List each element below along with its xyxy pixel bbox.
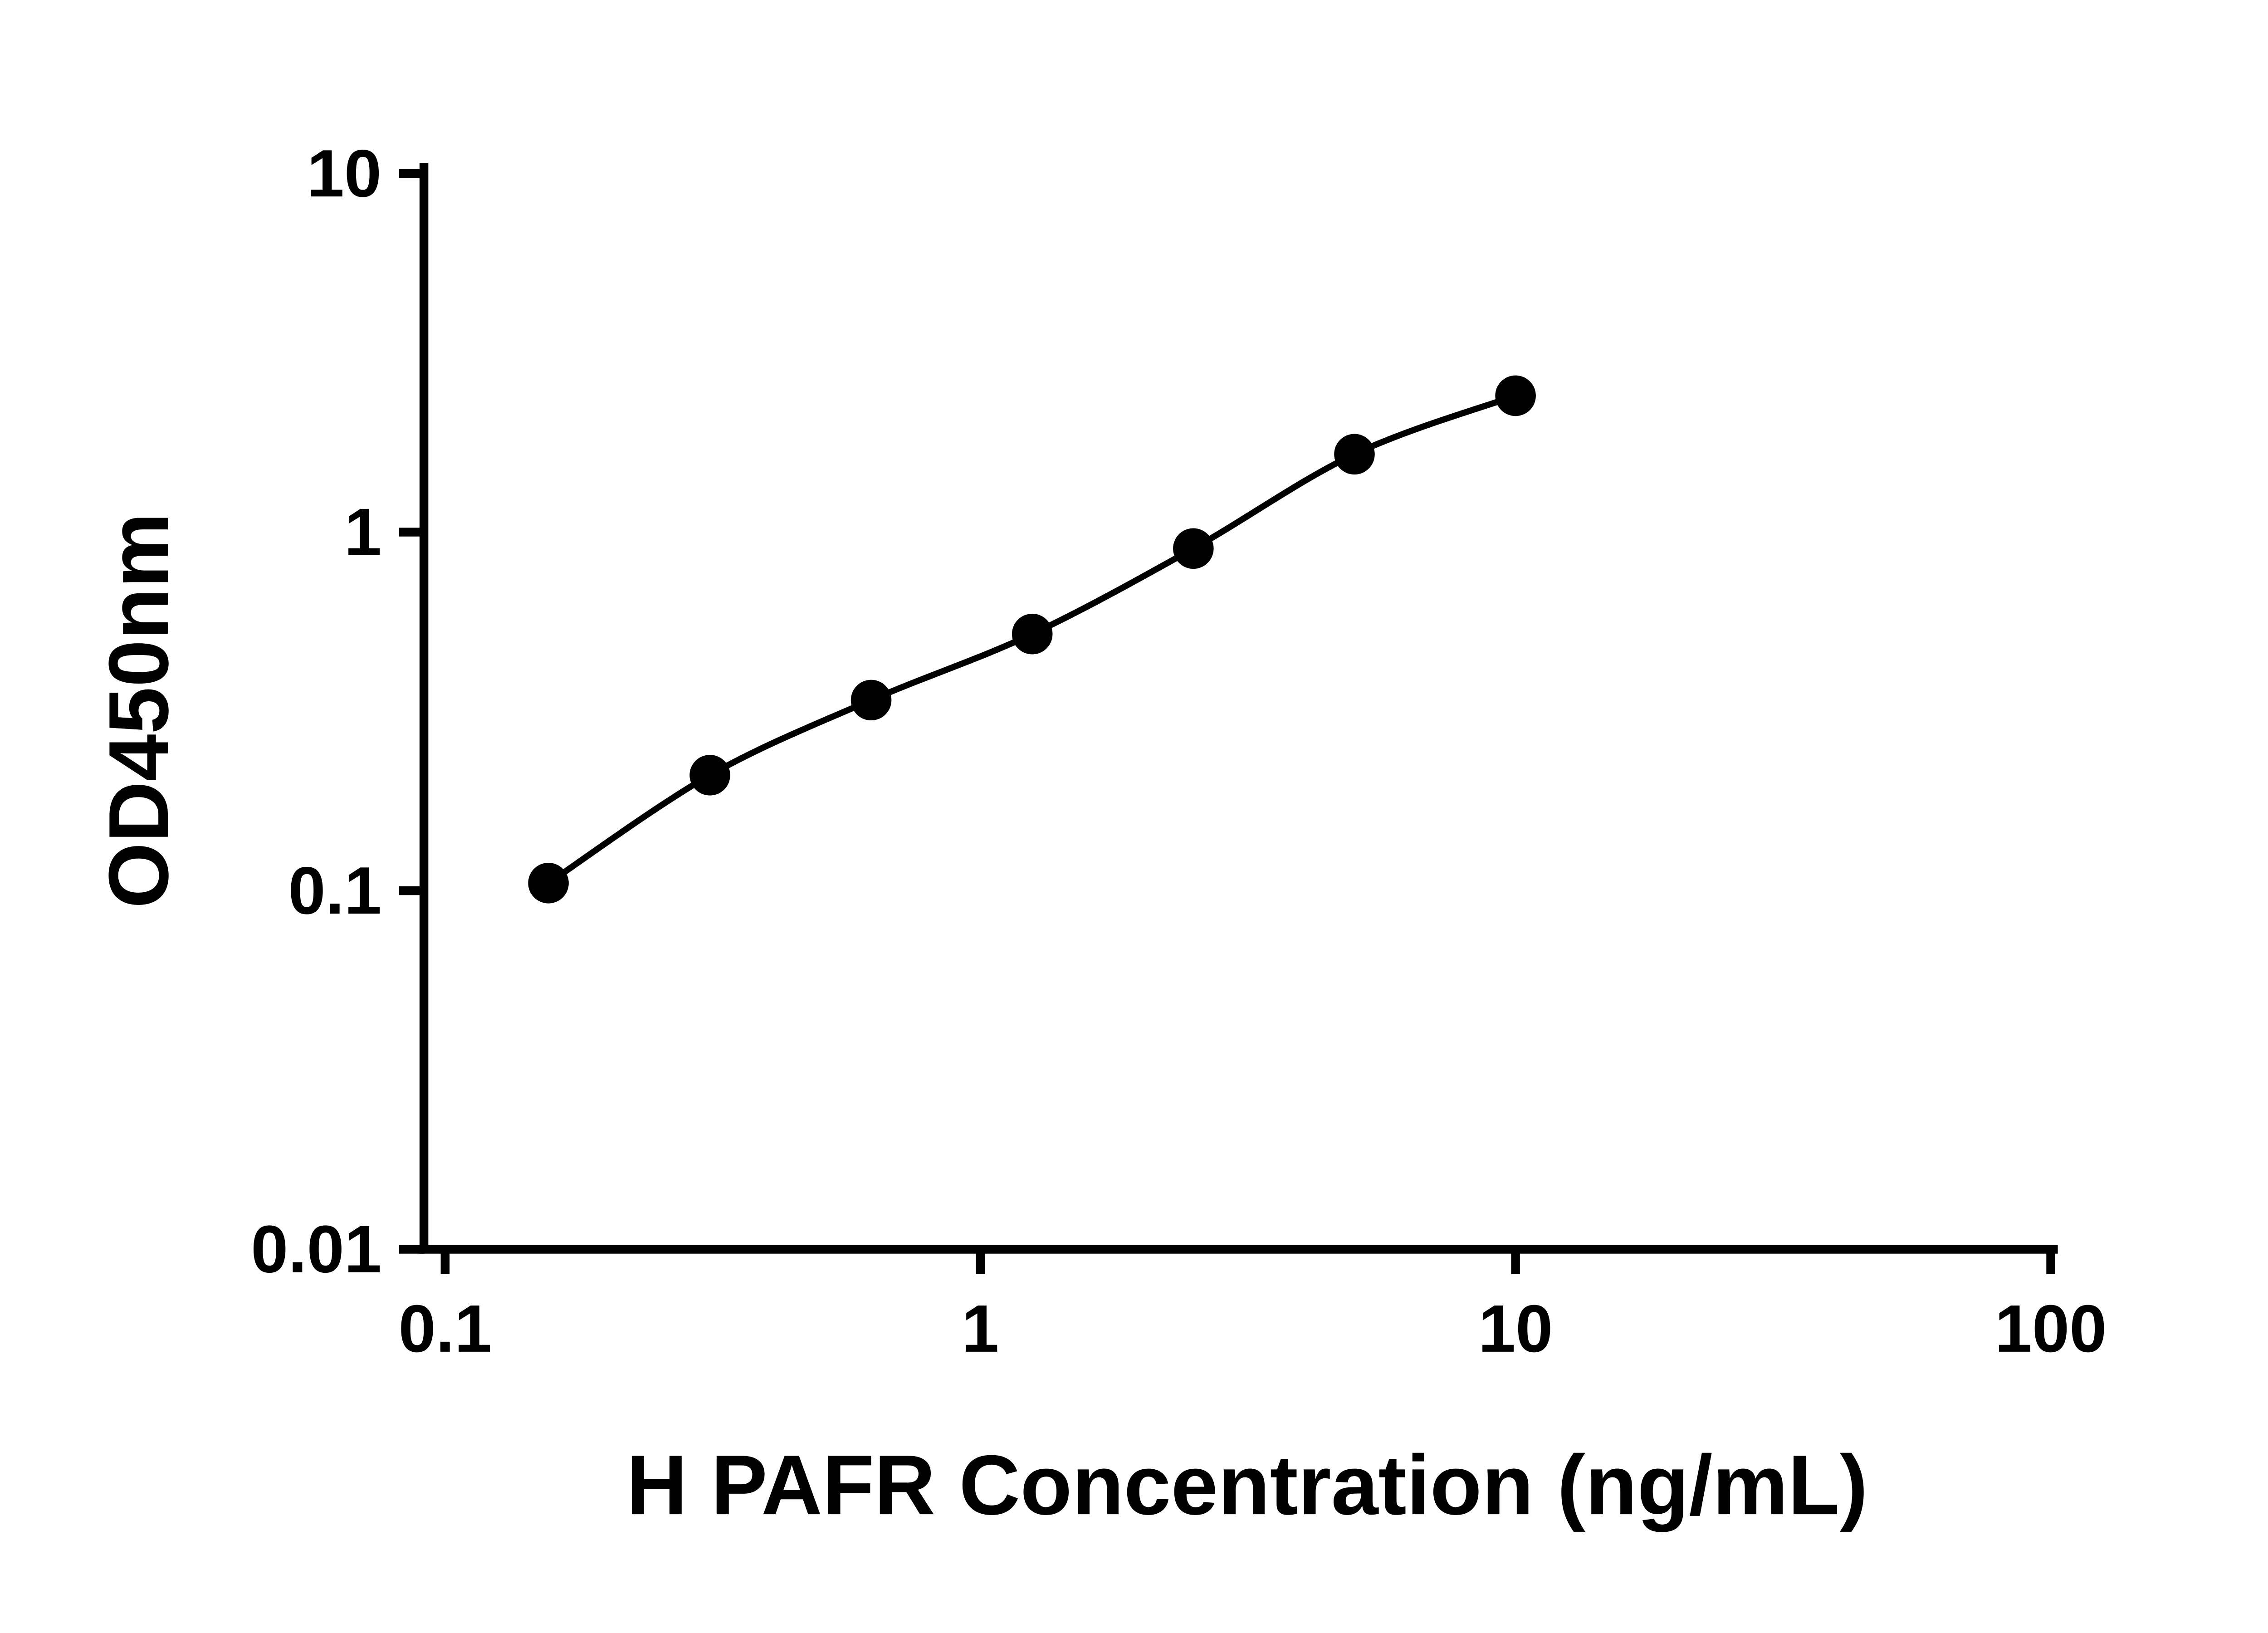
data-series <box>528 375 1536 904</box>
y-tick-label: 10 <box>307 136 382 211</box>
y-tick-label: 0.01 <box>251 1212 381 1287</box>
y-tick-label: 0.1 <box>288 853 381 928</box>
axes <box>419 163 2058 1254</box>
data-point <box>1495 375 1536 416</box>
data-point <box>689 755 730 796</box>
data-point <box>1012 613 1053 655</box>
x-tick-label: 1 <box>962 1291 999 1366</box>
axis-lines <box>419 163 2058 1254</box>
y-axis-ticks: 0.01 0.1 1 10 <box>251 136 424 1287</box>
data-point <box>528 863 569 904</box>
data-point <box>1173 528 1214 569</box>
data-point <box>1334 434 1375 475</box>
x-tick-label: 10 <box>1478 1291 1553 1366</box>
x-axis-ticks: 0.1 1 10 100 <box>398 1249 2107 1366</box>
x-tick-label: 100 <box>1995 1291 2107 1366</box>
y-axis-title: OD450nm <box>91 513 186 909</box>
x-axis-title: H PAFR Concentration (ng/mL) <box>626 1437 1868 1532</box>
x-tick-label: 0.1 <box>398 1291 492 1366</box>
y-tick-label: 1 <box>344 495 381 570</box>
data-point <box>850 680 892 721</box>
